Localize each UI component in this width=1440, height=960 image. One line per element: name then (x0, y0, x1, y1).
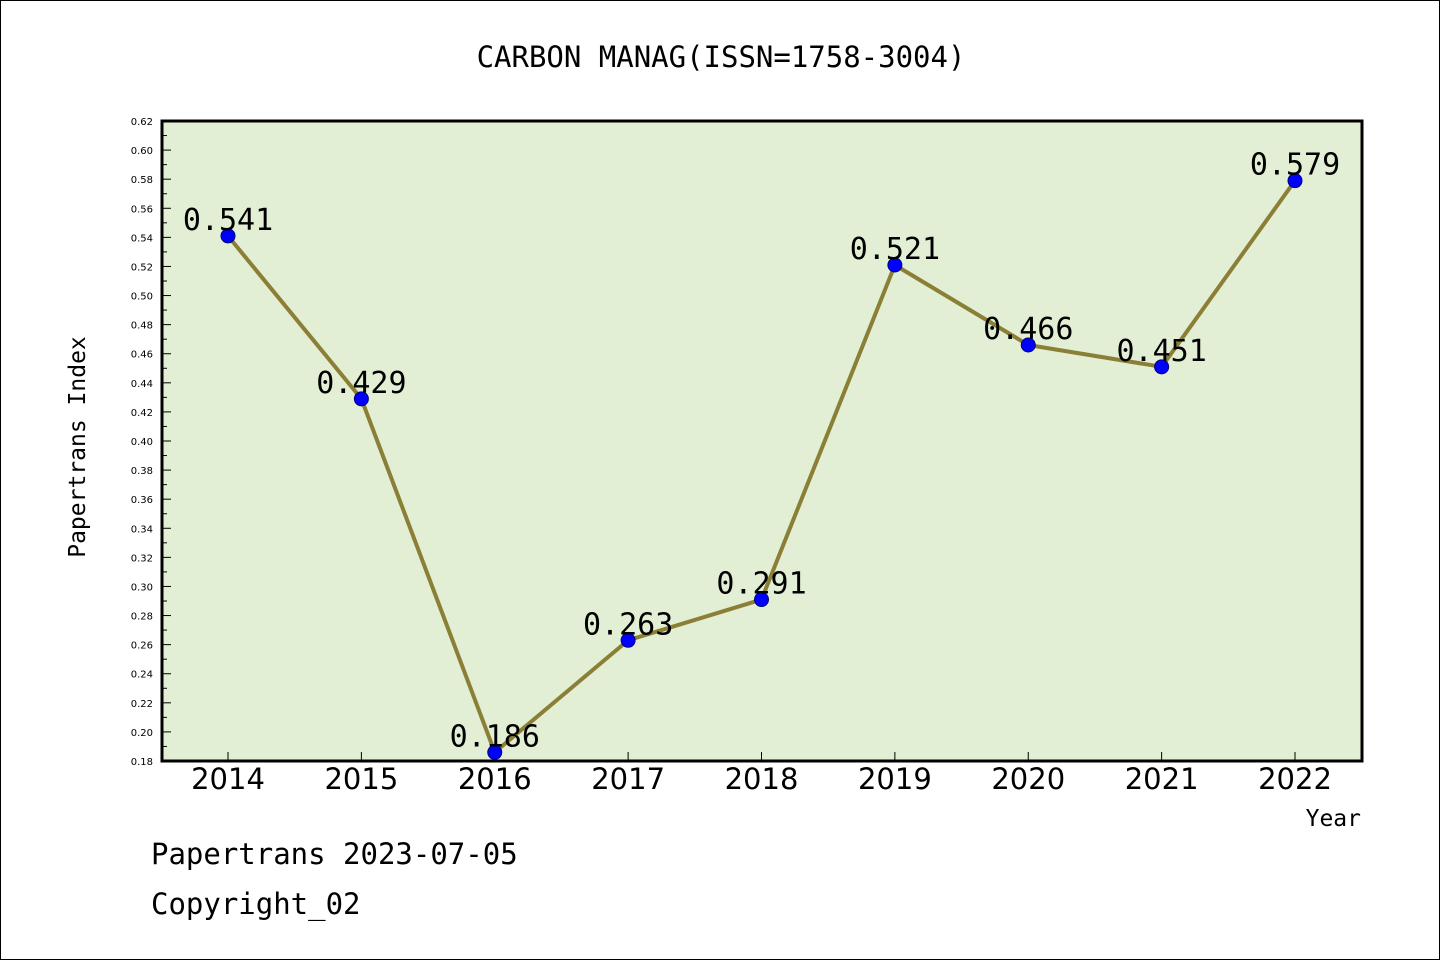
y-tick-label: 0.62 (131, 117, 153, 128)
y-tick-label: 0.38 (131, 466, 153, 477)
y-tick-label: 0.52 (131, 262, 153, 273)
y-tick-label: 0.22 (131, 699, 153, 710)
y-tick-label: 0.50 (131, 292, 153, 303)
data-point (1020, 337, 1036, 353)
data-label: 0.429 (316, 366, 406, 401)
data-label: 0.186 (450, 719, 540, 754)
y-tick-label: 0.60 (131, 146, 153, 157)
y-tick-label: 0.40 (131, 437, 153, 448)
y-tick-label: 0.28 (131, 612, 153, 623)
data-label: 0.541 (183, 203, 273, 238)
footer-date: Papertrans 2023-07-05 (151, 837, 518, 871)
data-point (220, 228, 236, 244)
data-label: 0.466 (983, 312, 1073, 347)
data-point (620, 632, 636, 648)
data-point (754, 592, 769, 608)
x-tick-label: 2019 (858, 762, 932, 796)
y-axis-label: Papertrans Index (65, 336, 91, 558)
x-tick-label: 2021 (1125, 762, 1199, 796)
x-tick-label: 2022 (1258, 762, 1332, 796)
y-tick-label: 0.20 (131, 728, 153, 739)
chart-title: CARBON MANAG(ISSN=1758-3004) (477, 40, 966, 74)
y-tick-label: 0.46 (131, 350, 153, 361)
x-axis: 2014 2015 2016 2017 2018 2019 2020 2021 2022 (191, 752, 1332, 796)
y-tick-label: 0.56 (131, 204, 153, 215)
data-point (1154, 359, 1170, 375)
x-tick-label: 2020 (991, 762, 1065, 796)
series-line-group: 0.541 0.429 0.186 0.263 0.291 0.521 0.466 0.451… (183, 148, 1340, 760)
data-label: 0.291 (716, 567, 806, 602)
plot-area (160, 119, 1364, 763)
y-tick-label: 0.18 (131, 757, 153, 768)
y-tick-label: 0.26 (131, 641, 153, 652)
data-label: 0.521 (850, 232, 940, 267)
y-tick-label: 0.34 (131, 524, 153, 535)
y-tick-label: 0.44 (131, 379, 153, 390)
y-tick-label: 0.36 (131, 495, 153, 506)
y-tick-label: 0.24 (131, 670, 153, 681)
y-axis: 0.18 0.20 0.22 0.24 0.26 0.28 0.30 0.32 0.34 0.36… (131, 117, 171, 768)
y-tick-label: 0.58 (131, 175, 153, 186)
data-point (487, 744, 503, 760)
y-tick-label: 0.32 (131, 553, 153, 564)
data-point (1287, 173, 1303, 189)
x-tick-label: 2016 (458, 762, 532, 796)
y-tick-label: 0.30 (131, 582, 153, 593)
x-tick-label: 2018 (725, 762, 799, 796)
data-point (887, 257, 903, 273)
data-label: 0.451 (1116, 334, 1206, 369)
x-axis-label: Year (1306, 806, 1361, 832)
data-label: 0.579 (1250, 148, 1340, 183)
y-tick-label: 0.54 (131, 233, 153, 244)
x-tick-label: 2017 (591, 762, 665, 796)
y-tick-label: 0.42 (131, 408, 153, 419)
x-tick-label: 2014 (191, 762, 265, 796)
x-tick-label: 2015 (324, 762, 398, 796)
y-tick-label: 0.48 (131, 321, 153, 332)
data-label: 0.263 (583, 607, 673, 642)
footer-copyright: Copyright_02 (151, 887, 361, 921)
data-point (353, 391, 369, 407)
